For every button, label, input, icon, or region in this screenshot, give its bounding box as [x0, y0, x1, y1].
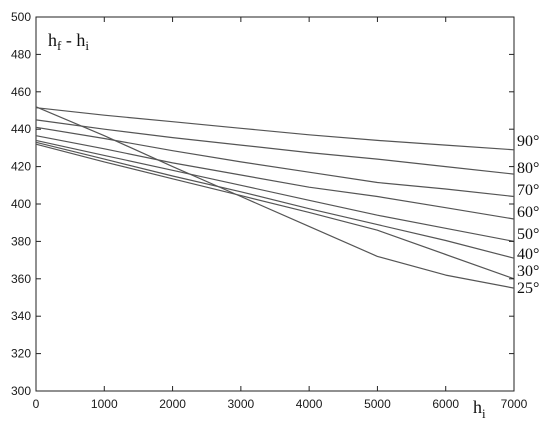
x-tick-label: 1000	[91, 397, 118, 411]
series-line-50	[35, 139, 515, 242]
y-tick-label: 320	[11, 347, 31, 361]
x-tick-label: 3000	[228, 397, 255, 411]
series-label-30: 30°	[517, 263, 539, 280]
y-tick-label: 480	[11, 47, 31, 61]
y-tick-label: 360	[11, 272, 31, 286]
x-axis-label-main: h	[473, 397, 482, 417]
series-label-90: 90°	[517, 133, 539, 150]
x-axis-label-sub: i	[482, 406, 486, 421]
y-axis: 300 320 340 360 380 400 420 440 460 480 500	[11, 10, 514, 398]
series-line-25	[35, 106, 515, 289]
y-axis-label-main: h	[48, 30, 57, 50]
x-axis-label: hi	[473, 397, 486, 421]
y-axis-label-main-2: h	[76, 30, 85, 50]
series-label-70: 70°	[517, 182, 539, 199]
y-tick-label: 500	[11, 10, 31, 24]
x-tick-label: 5000	[364, 397, 391, 411]
series-label-80: 80°	[517, 160, 539, 177]
series-label-25: 25°	[517, 280, 539, 297]
series-line-90	[35, 107, 515, 151]
series-line-40	[35, 141, 515, 259]
y-axis-label-sub-i: i	[85, 38, 89, 53]
series-line-80	[35, 119, 515, 175]
y-tick-label: 380	[11, 234, 31, 248]
y-tick-label: 440	[11, 122, 31, 136]
y-tick-label: 400	[11, 197, 31, 211]
x-tick-label: 0	[33, 397, 40, 411]
x-tick-label: 7000	[501, 397, 528, 411]
series-label-40: 40°	[517, 246, 539, 263]
x-tick-label: 4000	[296, 397, 323, 411]
series-layer	[35, 106, 515, 289]
series-line-60	[35, 135, 515, 220]
x-tick-label: 6000	[432, 397, 459, 411]
y-axis-label-sep: -	[61, 30, 76, 50]
series-line-30	[35, 143, 515, 280]
y-tick-label: 460	[11, 85, 31, 99]
x-tick-label: 2000	[159, 397, 186, 411]
y-axis-label-sub-f: f	[57, 38, 62, 53]
y-tick-label: 340	[11, 309, 31, 323]
y-tick-label: 420	[11, 160, 31, 174]
y-axis-label: hf - hi	[48, 30, 89, 53]
y-tick-label: 300	[11, 384, 31, 398]
series-label-50: 50°	[517, 226, 539, 243]
series-label-60: 60°	[517, 204, 539, 221]
x-axis: 0 1000 2000 3000 4000 5000 6000 7000	[33, 17, 528, 411]
series-labels: 90° 80° 70° 60° 50° 40°30°25°	[517, 133, 539, 297]
